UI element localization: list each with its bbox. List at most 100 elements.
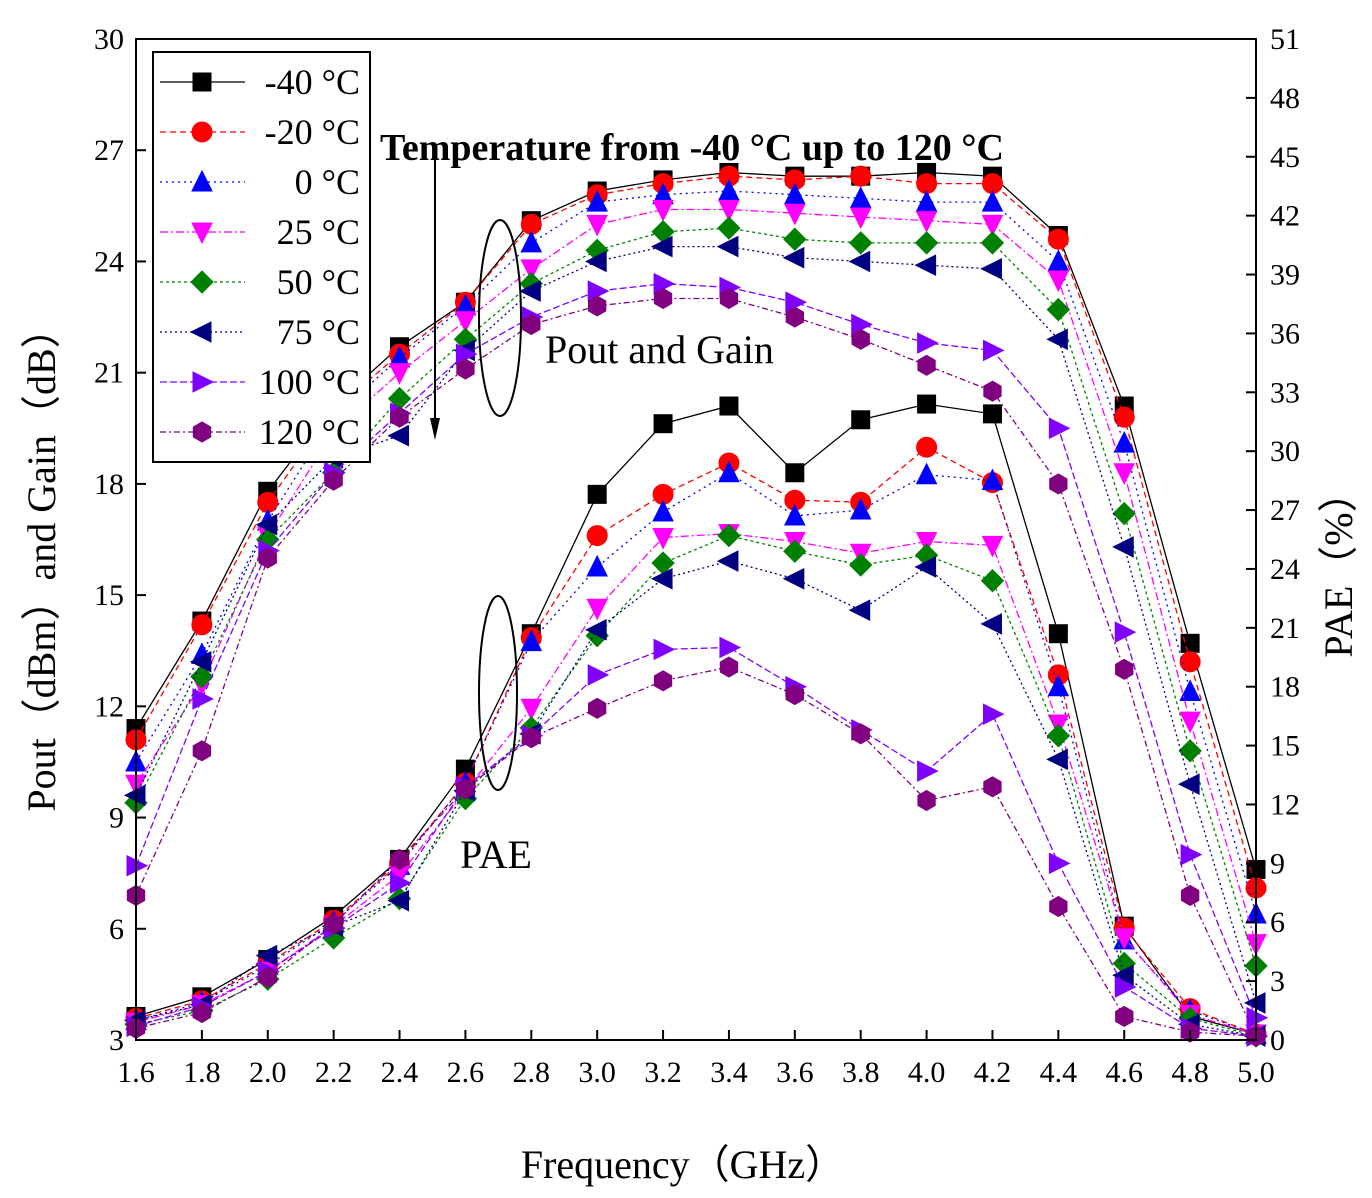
pae-point [1048, 852, 1071, 875]
pae-point [387, 889, 410, 912]
pout-point [191, 614, 213, 636]
pae-point [653, 414, 673, 434]
pae-point [917, 394, 937, 414]
pout-point [716, 235, 739, 258]
pout-point [522, 313, 541, 336]
pout-point [917, 332, 939, 354]
pout-point [850, 165, 872, 187]
pout-point [1113, 463, 1136, 485]
pout-gain-ellipse [478, 219, 522, 417]
pae-point [849, 497, 872, 520]
y-tick-label: 30 [94, 23, 124, 56]
x-tick-label: 3.2 [644, 1056, 682, 1089]
pae-line [135, 532, 1257, 1035]
pae-point [522, 727, 541, 749]
pae-line [135, 403, 1257, 1035]
x-tick-label: 4.2 [974, 1056, 1012, 1089]
pae-annotation: PAE [460, 832, 532, 877]
pout-point [324, 469, 343, 491]
pae-point [719, 636, 742, 659]
pout-point [1179, 651, 1201, 673]
pout-point [519, 280, 541, 302]
x-tick-label: 2.4 [381, 1056, 419, 1089]
pout-point [585, 250, 607, 273]
x-tick-label: 5.0 [1237, 1056, 1275, 1089]
pae-point [982, 703, 1005, 725]
pout-point [718, 200, 740, 222]
pae-line [135, 534, 1257, 1037]
y-tick-label: 9 [109, 802, 124, 835]
pae-point [719, 396, 739, 416]
y-tick-label: 3 [109, 1024, 124, 1057]
pout-point [456, 358, 475, 380]
pae-point [520, 629, 543, 652]
pout-gain-annotation: Pout and Gain [545, 327, 774, 372]
legend-marker [191, 121, 213, 143]
y2-tick-label: 30 [1270, 435, 1300, 468]
pae-point [650, 567, 673, 590]
pout-point [784, 182, 806, 205]
pout-point [848, 231, 873, 255]
pout-point [255, 513, 278, 536]
y-tick-label: 27 [94, 134, 124, 167]
legend-marker [192, 72, 212, 92]
pout-point [387, 424, 410, 447]
x-tick-label: 3.0 [578, 1056, 616, 1089]
pae-point [586, 554, 608, 577]
x-tick-label: 4.8 [1171, 1056, 1209, 1089]
pae-point [1046, 748, 1068, 771]
pae-point [848, 553, 873, 577]
pae-point [717, 523, 741, 548]
pout-point [1112, 536, 1134, 558]
pae-line [135, 472, 1257, 1035]
pout-point [1114, 621, 1137, 643]
pout-point [1047, 249, 1070, 271]
pae-point [588, 697, 607, 719]
pae-point [1112, 964, 1134, 987]
pae-point [719, 656, 739, 678]
pout-point [1047, 270, 1070, 293]
pout-point [848, 250, 871, 273]
pae-point [915, 531, 938, 554]
pout-point [588, 295, 607, 317]
pout-point [1179, 679, 1201, 702]
pae-point [718, 460, 740, 483]
pout-point [980, 258, 1002, 280]
legend-label: 75 °C [277, 312, 360, 352]
x-tick-label: 3.4 [710, 1056, 748, 1089]
pout-point [388, 363, 411, 385]
pae-point [782, 567, 805, 590]
y2-tick-label: 39 [1270, 259, 1300, 292]
pae-line [135, 560, 1257, 1037]
pae-point [1046, 724, 1071, 748]
pae-point [652, 499, 674, 522]
y-tick-label: 12 [94, 690, 124, 723]
pout-point [652, 200, 674, 222]
y-axis-title: Pout（dBm）and Gain（dB） [19, 308, 64, 811]
pae-point [980, 613, 1002, 635]
y2-axis-title: PAE（%） [1316, 472, 1361, 657]
pout-point [982, 339, 1005, 362]
pae-point [390, 872, 412, 894]
pout-point [849, 186, 872, 208]
pout-point [719, 287, 739, 310]
pae-point [983, 776, 1002, 798]
pout-point [1048, 417, 1071, 440]
pout-point [190, 664, 214, 689]
pout-point [650, 235, 673, 258]
pae-point [324, 913, 343, 935]
legend-marker [191, 169, 213, 192]
x-tick-label: 2.2 [315, 1056, 353, 1089]
pae-point [917, 760, 939, 782]
legend-label: 120 °C [259, 412, 360, 452]
pae-point [192, 1001, 211, 1024]
pae-point [255, 944, 278, 967]
pout-point [1177, 773, 1200, 795]
pout-point [192, 688, 215, 710]
pae-point [981, 468, 1004, 491]
legend-marker [189, 321, 212, 343]
legend: -40 °C -20 °C 0 °C 25 °C 50 °C 75 °C 100 °C 120… [152, 51, 371, 463]
series-layer [123, 162, 1269, 1048]
y2-tick-label: 18 [1270, 671, 1300, 704]
